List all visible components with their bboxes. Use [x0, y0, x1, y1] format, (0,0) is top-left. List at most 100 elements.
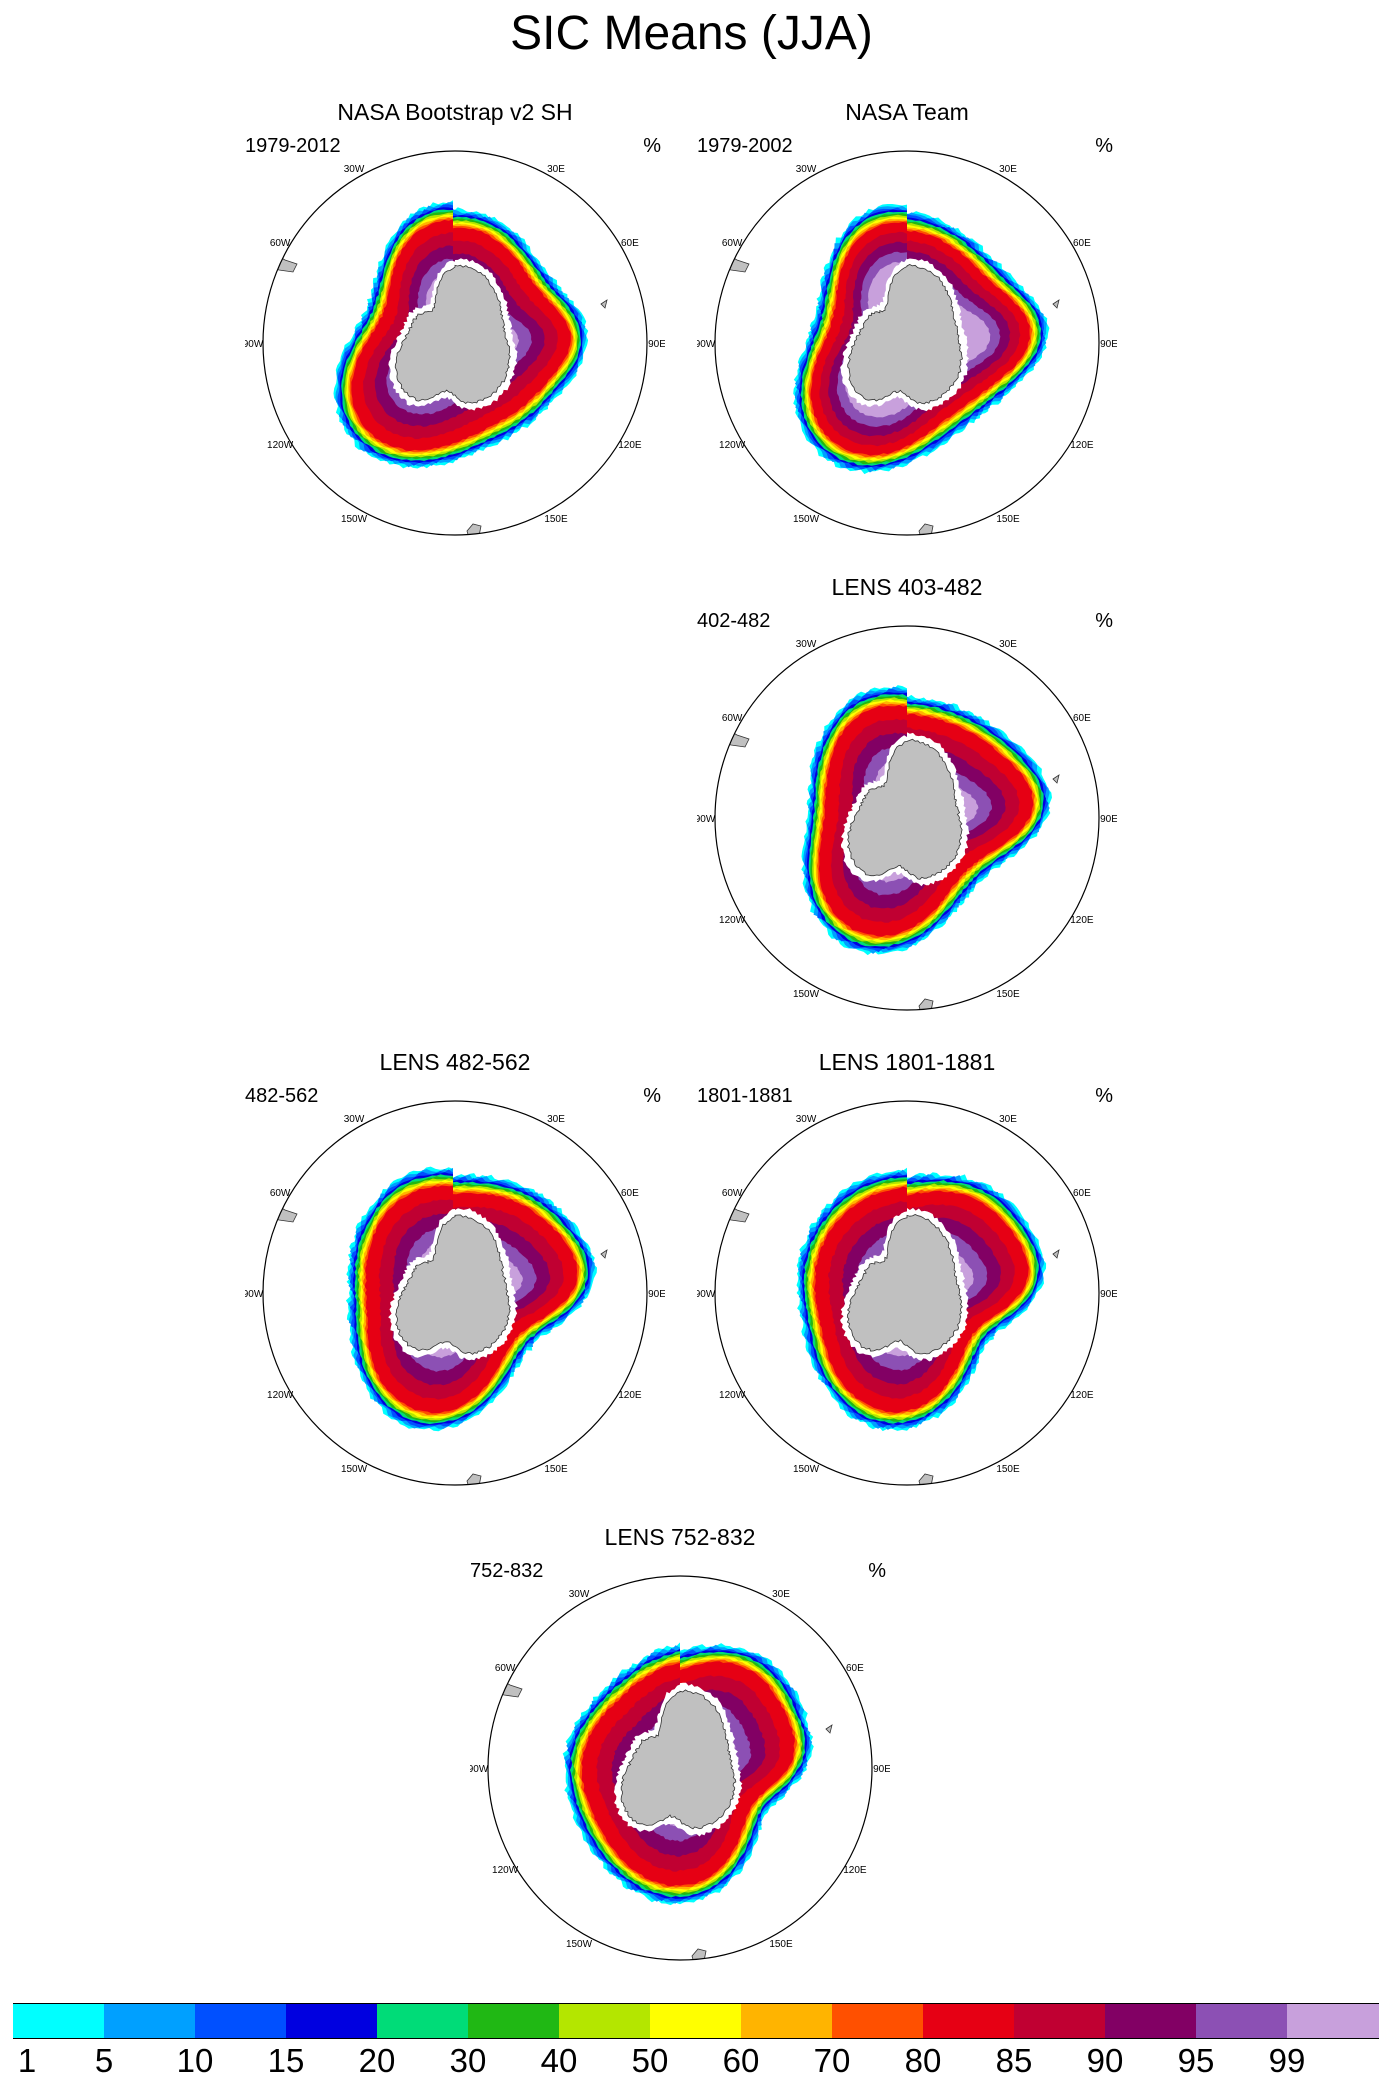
- longitude-label: 90E: [648, 1289, 665, 1300]
- colorbar-swatch: [1014, 2003, 1106, 2039]
- longitude-label: 60E: [621, 1188, 639, 1199]
- longitude-label: 60E: [1073, 1188, 1091, 1199]
- colorbar-swatch: [832, 2003, 924, 2039]
- longitude-label: 30W: [796, 164, 817, 175]
- longitude-label: 120E: [1070, 915, 1094, 926]
- longitude-label: 90E: [1100, 339, 1117, 350]
- panel-unit: %: [1095, 1085, 1113, 1107]
- sea-ice-field: [488, 1642, 833, 1960]
- colorbar-swatch: [650, 2003, 742, 2039]
- longitude-label: 30W: [344, 164, 365, 175]
- longitude-label: 90W: [470, 1764, 489, 1775]
- longitude-label: 120E: [1070, 440, 1094, 451]
- map-panel-lens-482-562: LENS 482-562 482-562 % 030E60E90E120E150…: [245, 1048, 665, 1488]
- map-panel-nasa-bootstrap: NASA Bootstrap v2 SH 1979-2012 % 030E60E…: [245, 98, 665, 538]
- longitude-label: 30E: [999, 639, 1017, 650]
- colorbar-tick-label: 80: [904, 2042, 942, 2079]
- colorbar-tick-label: 70: [813, 2042, 851, 2079]
- longitude-label: 30E: [999, 164, 1017, 175]
- longitude-label: 90W: [245, 339, 264, 350]
- colorbar-swatch: [559, 2003, 651, 2039]
- panel-title: LENS 482-562: [379, 1049, 531, 1075]
- longitude-label: 120E: [618, 440, 642, 451]
- polar-map: 030E60E90E120E150E180150W120W90W60W30W: [245, 1100, 665, 1486]
- sea-ice-field: [715, 1167, 1060, 1485]
- globe-outline: [714, 150, 1100, 536]
- longitude-label: 120W: [719, 1390, 746, 1401]
- antarctica-land: [395, 1214, 511, 1355]
- colorbar-tick-label: 99: [1268, 2042, 1306, 2079]
- panel-title: LENS 752-832: [604, 1524, 756, 1550]
- map-panel-lens-1801-1881: LENS 1801-1881 1801-1881 % 030E60E90E120…: [697, 1048, 1117, 1488]
- longitude-label: 120W: [267, 1390, 294, 1401]
- sea-ice-field: [715, 685, 1060, 1010]
- panel-title: NASA Bootstrap v2 SH: [337, 99, 573, 125]
- panel-unit: %: [643, 1085, 661, 1107]
- longitude-label: 150W: [341, 514, 368, 525]
- longitude-label: 150E: [769, 1939, 793, 1950]
- longitude-label: 150W: [341, 1464, 368, 1475]
- longitude-label: 90W: [697, 339, 716, 350]
- polar-map: 030E60E90E120E150E180150W120W90W60W30W: [697, 1100, 1117, 1486]
- colorbar-swatch: [104, 2003, 196, 2039]
- globe-outline: [714, 625, 1100, 1011]
- colorbar-swatch: [923, 2003, 1015, 2039]
- colorbar-legend: 1 5 10 15 20 30 40 50 60 70 80 85 90 95 99: [13, 2003, 1379, 2079]
- longitude-label: 30E: [772, 1589, 790, 1600]
- longitude-label: 60W: [270, 238, 291, 249]
- sea-ice-field: [263, 1166, 608, 1485]
- longitude-label: 30E: [547, 1114, 565, 1125]
- colorbar-tick-label: 1: [17, 2042, 37, 2079]
- colorbar-tick-label: 15: [267, 2042, 305, 2079]
- panel-title: LENS 403-482: [831, 574, 983, 600]
- longitude-label: 60W: [722, 238, 743, 249]
- panel-unit: %: [868, 1560, 886, 1582]
- panel-period: 1801-1881: [697, 1085, 793, 1107]
- antarctica-land: [846, 738, 963, 880]
- south-america-land: [263, 245, 298, 273]
- polar-map: 030E60E90E120E150E180150W120W90W60W30W: [245, 150, 665, 536]
- new-zealand-land: [466, 523, 482, 535]
- longitude-label: 30E: [547, 164, 565, 175]
- colorbar-swatch: [741, 2003, 833, 2039]
- longitude-label: 120W: [267, 440, 294, 451]
- longitude-label: 120W: [719, 440, 746, 451]
- panel-period: 1979-2002: [697, 135, 793, 157]
- colorbar-swatch: [195, 2003, 287, 2039]
- colorbar-swatch: [1287, 2003, 1379, 2039]
- panel-unit: %: [643, 135, 661, 157]
- panel-unit: %: [1095, 135, 1113, 157]
- sea-ice-field: [263, 200, 608, 535]
- longitude-label: 30E: [999, 1114, 1017, 1125]
- globe-outline: [262, 1100, 648, 1486]
- panel-period: 402-482: [697, 610, 771, 632]
- sea-ice-field: [715, 204, 1060, 535]
- polar-map: 030E60E90E120E150E180150W120W90W60W30W: [470, 1575, 890, 1961]
- polar-map: 030E60E90E120E150E180150W120W90W60W30W: [697, 625, 1117, 1011]
- south-america-land: [715, 1195, 750, 1223]
- colorbar-tick-label: 60: [722, 2042, 760, 2079]
- south-america-land: [715, 720, 750, 748]
- new-zealand-land: [918, 523, 934, 535]
- longitude-label: 60E: [1073, 238, 1091, 249]
- colorbar-swatch: [468, 2003, 560, 2039]
- globe-outline: [487, 1575, 873, 1961]
- longitude-label: 90W: [697, 1289, 716, 1300]
- longitude-label: 120W: [719, 915, 746, 926]
- longitude-label: 60W: [270, 1188, 291, 1199]
- antarctica-land: [846, 1214, 963, 1355]
- panel-period: 752-832: [470, 1560, 544, 1582]
- map-panel-lens-752-832: LENS 752-832 752-832 % 030E60E90E120E150…: [470, 1523, 890, 1963]
- longitude-label: 150W: [566, 1939, 593, 1950]
- new-zealand-land: [918, 1473, 934, 1485]
- longitude-label: 150W: [793, 1464, 820, 1475]
- colorbar-tick-label: 20: [358, 2042, 396, 2079]
- longitude-label: 30W: [344, 1114, 365, 1125]
- colorbar-tick-label: 50: [631, 2042, 669, 2079]
- colorbar-tick-label: 90: [1086, 2042, 1124, 2079]
- longitude-label: 120E: [843, 1865, 867, 1876]
- longitude-label: 150E: [996, 514, 1020, 525]
- longitude-label: 90E: [1100, 814, 1117, 825]
- polar-map: 030E60E90E120E150E180150W120W90W60W30W: [697, 150, 1117, 536]
- panel-title: NASA Team: [845, 99, 969, 125]
